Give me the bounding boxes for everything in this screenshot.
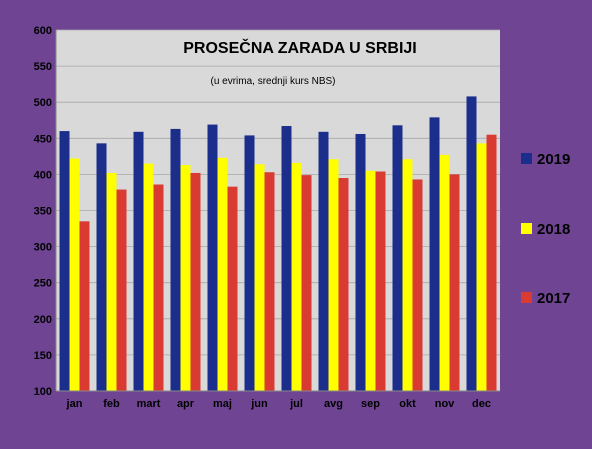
bar-2019-mart xyxy=(133,131,144,391)
bar-2017-nov xyxy=(449,174,460,391)
bar-2017-okt xyxy=(412,179,423,391)
y-tick-label: 400 xyxy=(34,169,52,181)
x-tick-label: feb xyxy=(103,398,120,410)
bar-2019-jun xyxy=(244,135,255,391)
bar-2017-avg xyxy=(338,178,349,391)
x-tick-label: avg xyxy=(324,398,343,410)
y-tick-label: 100 xyxy=(34,386,52,398)
chart-title: PROSEČNA ZARADA U SRBIJI xyxy=(183,38,417,57)
bar-2017-apr xyxy=(190,172,201,391)
legend: 2019 2018 2017 xyxy=(521,151,570,307)
y-tick-label: 550 xyxy=(34,61,52,73)
bar-2019-jan xyxy=(59,131,70,391)
legend-label-2017: 2017 xyxy=(537,290,570,307)
legend-swatch-2019 xyxy=(521,153,532,164)
bar-2018-jan xyxy=(69,158,80,391)
legend-swatch-2017 xyxy=(521,292,532,303)
y-tick-label: 450 xyxy=(34,133,52,145)
y-tick-label: 600 xyxy=(34,25,52,37)
legend-swatch-2018 xyxy=(521,223,532,234)
bar-2018-nov xyxy=(439,154,450,391)
legend-label-2018: 2018 xyxy=(537,221,570,238)
bar-2019-nov xyxy=(429,117,440,391)
bar-2018-jun xyxy=(254,164,265,391)
bar-2018-mart xyxy=(143,163,154,391)
x-tick-label: sep xyxy=(361,398,380,410)
bar-2018-jul xyxy=(291,162,302,391)
x-tick-label: jan xyxy=(66,398,83,410)
bar-2018-feb xyxy=(106,172,117,391)
bar-2019-apr xyxy=(170,128,181,391)
bar-2019-dec xyxy=(466,96,477,391)
bar-2018-dec xyxy=(476,143,487,391)
y-tick-label: 200 xyxy=(34,314,52,326)
y-tick-label: 500 xyxy=(34,97,52,109)
bar-2018-apr xyxy=(180,165,191,391)
bar-2017-feb xyxy=(116,189,127,391)
x-tick-label: okt xyxy=(399,398,416,410)
bar-2017-jun xyxy=(264,172,275,391)
x-tick-label: nov xyxy=(435,398,455,410)
x-tick-label: maj xyxy=(213,398,232,410)
bar-2017-mart xyxy=(153,184,164,391)
bar-2017-maj xyxy=(227,186,238,391)
bar-2018-sep xyxy=(365,170,376,391)
gridlines xyxy=(56,29,500,392)
bar-2019-jul xyxy=(281,126,292,391)
bar-2018-avg xyxy=(328,159,339,391)
x-tick-label: mart xyxy=(137,398,161,410)
x-tick-label: jul xyxy=(289,398,303,410)
bar-2019-maj xyxy=(207,124,218,391)
x-tick-label: dec xyxy=(472,398,491,410)
y-tick-label: 350 xyxy=(34,206,52,218)
y-tick-label: 150 xyxy=(34,350,52,362)
x-tick-label: jun xyxy=(250,398,268,410)
bars xyxy=(59,96,497,391)
bar-2018-maj xyxy=(217,157,228,391)
legend-label-2019: 2019 xyxy=(537,151,570,168)
bar-2019-feb xyxy=(96,143,107,391)
y-tick-label: 300 xyxy=(34,242,52,254)
x-axis: jan feb mart apr maj jun jul avg sep okt nov dec xyxy=(56,390,500,410)
bar-2017-dec xyxy=(486,134,497,391)
y-axis: 100 150 200 250 300 350 400 450 500 550 600 xyxy=(34,25,57,398)
x-tick-label: apr xyxy=(177,398,195,410)
bar-2019-avg xyxy=(318,131,329,391)
chart-subtitle: (u evrima, srednji kurs NBS) xyxy=(210,76,335,87)
y-tick-label: 250 xyxy=(34,278,52,290)
bar-2017-jan xyxy=(79,221,90,391)
bar-2019-sep xyxy=(355,133,366,391)
bar-2018-okt xyxy=(402,159,413,391)
bar-2017-jul xyxy=(301,175,312,391)
bar-2019-okt xyxy=(392,125,403,391)
bar-2017-sep xyxy=(375,171,386,391)
